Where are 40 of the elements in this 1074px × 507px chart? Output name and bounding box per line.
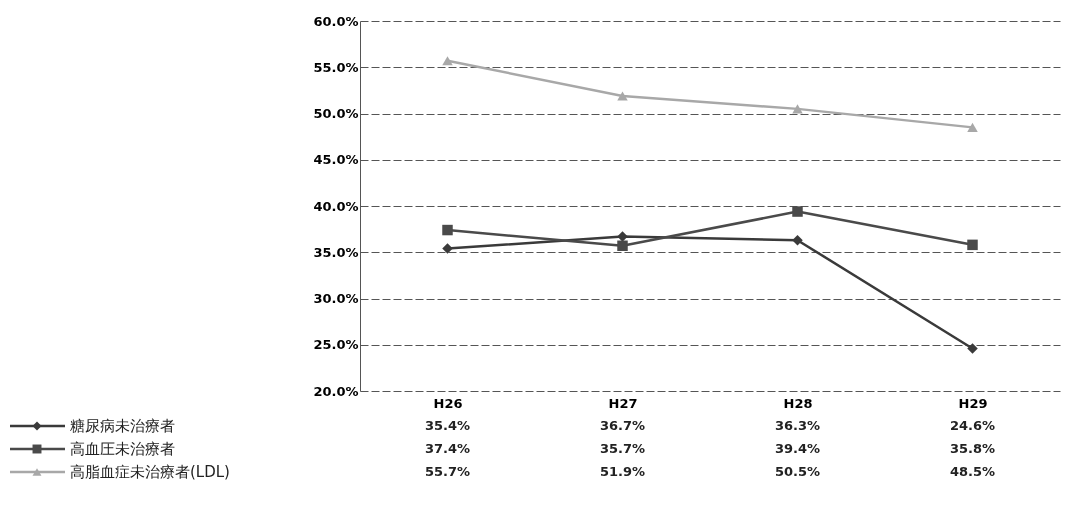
point: [792, 206, 803, 217]
data-label: 35.8%: [949, 441, 996, 456]
point: [617, 240, 628, 252]
point: [967, 239, 978, 251]
data-label: 37.4%: [424, 441, 471, 456]
x-tick-label: H28: [783, 395, 813, 411]
y-tick-label: 20.0%: [313, 383, 359, 399]
y-tick-label: 50.0%: [313, 106, 359, 121]
data-label: 39.4%: [774, 441, 821, 456]
data-label: 35.7%: [599, 441, 646, 456]
data-label: 50.5%: [774, 464, 821, 479]
y-tick-label: 45.0%: [313, 152, 359, 168]
data-label: 36.7%: [599, 418, 646, 433]
point: [792, 234, 803, 246]
point: [617, 231, 628, 242]
point: [792, 104, 803, 114]
point: [442, 243, 453, 254]
data-label: 51.9%: [599, 464, 646, 479]
data-label: 48.5%: [949, 464, 996, 479]
data-label: 55.7%: [424, 464, 471, 479]
y-tick-label: 25.0%: [313, 337, 359, 353]
x-tick-label: H29: [958, 395, 988, 411]
data-label: 24.6%: [949, 418, 996, 433]
y-tick-label: 55.0%: [313, 59, 359, 75]
data-label: 36.3%: [774, 418, 821, 433]
point: [442, 56, 453, 66]
point: [617, 91, 628, 101]
legend-label: 高脂血症未治療者(LDL): [70, 463, 230, 481]
legend-label: 糖尿病未治療者: [70, 417, 175, 435]
y-tick-label: 60.0%: [313, 13, 359, 29]
y-tick-label: 40.0%: [313, 198, 359, 214]
legend-label: 高血圧未治療者: [70, 440, 175, 458]
data-label: 35.4%: [424, 418, 471, 433]
x-tick-label: H27: [608, 395, 638, 411]
point: [967, 122, 978, 132]
y-tick-label: 35.0%: [313, 244, 359, 260]
point: [442, 224, 453, 236]
point: [967, 343, 978, 354]
x-tick-label: H26: [433, 395, 463, 411]
y-tick-label: 30.0%: [313, 291, 359, 306]
